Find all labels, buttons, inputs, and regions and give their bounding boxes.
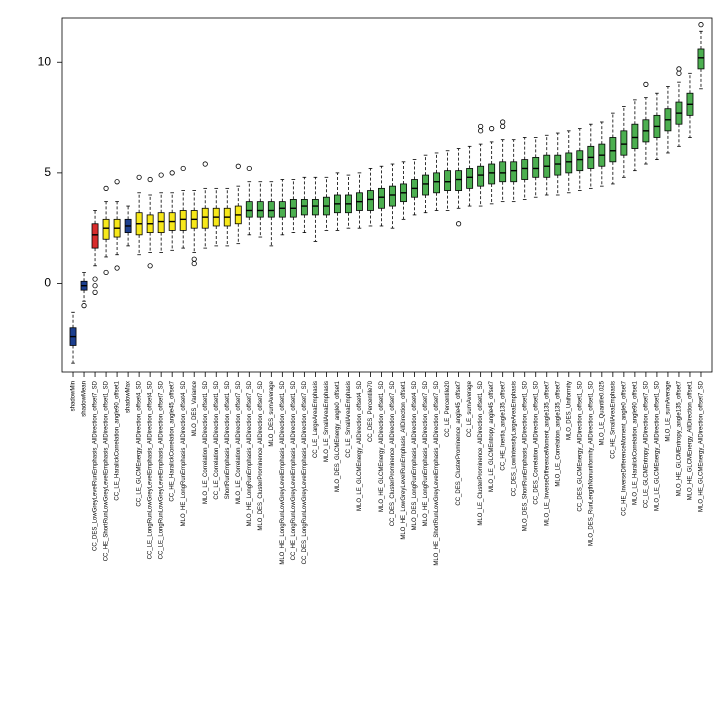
x-tick-label: MLO_DES_GLCMEnergy_angle0_offset1 — [335, 380, 341, 492]
x-tick-label: MLO_HE_GLCMEnergy_AllDirection_offset1 — [688, 380, 694, 500]
x-tick-label: CC_DES_LowIntensityLargeAreaEmphasis — [511, 381, 517, 496]
x-tick-label: MLO_HE_GLCMEntropy_angle135_offset7 — [677, 380, 683, 496]
x-tick-label: MLO_HE_LongRunEmphasis_AllDirection_offs… — [247, 380, 253, 526]
x-tick-label: CC_DES_ClusterProminence_angle45_offset7 — [456, 380, 462, 505]
x-tick-label: MLO_HE_GLCMEnergy_AllDirection_offset7_S… — [699, 380, 705, 512]
y-tick-label: 0 — [44, 276, 51, 290]
box — [478, 166, 484, 186]
x-tick-label: MLO_HE_LongRunEmphasis_AllDirection_offs… — [423, 380, 429, 526]
x-tick-label: MLO_LE_Correlation_AllDirection_offset1_… — [203, 380, 209, 504]
x-tick-label: shadowMin — [71, 381, 77, 411]
box — [621, 131, 627, 155]
box — [698, 49, 704, 69]
x-tick-label: CC_DES_GLCMEnergy_AllDirection_offset1_S… — [577, 380, 583, 511]
box — [500, 162, 506, 182]
x-tick-label: CC_LE_LargeAreaEmphasis — [313, 381, 319, 458]
x-tick-label: CC_HE_LongRunLowGreyLevelEmphasis_AllDir… — [291, 380, 297, 560]
box — [456, 171, 462, 191]
box — [511, 162, 517, 182]
x-tick-label: CC_LE_SmallAreaEmphasis — [346, 381, 352, 458]
x-tick-label: CC_HE_Inertia_angle135_offset7 — [500, 380, 506, 470]
box — [246, 202, 252, 217]
box — [279, 202, 285, 217]
x-tick-label: ShortRunEmphasis_AllDirection_offset1_SD — [225, 380, 231, 499]
x-tick-label: MLO_LE_Correlation_angle135_offset7 — [555, 380, 561, 486]
x-tick-label: CC_HE_HaralickCorrelation_angle45_offset… — [170, 380, 176, 501]
x-tick-label: CC_LE_sumAverage — [467, 380, 473, 437]
x-tick-label: CC_HE_SmallAreaEmphasis — [610, 381, 616, 459]
box — [533, 157, 539, 177]
x-tick-label: CC_DES_ClusterProminence_AllDirection_of… — [390, 380, 396, 526]
x-tick-label: MLO_HE_LongRunLowGreyLevelEmphasis_AllDi… — [280, 380, 286, 564]
x-tick-label: CC_LE_GLCMEnergy_AllDirection_offset4_SD — [137, 380, 143, 506]
box — [434, 173, 440, 193]
box — [566, 153, 572, 173]
x-tick-label: MLO_LE_GLCMEnergy_AllDirection_offset4_S… — [357, 380, 363, 511]
x-tick-label: MLO_DES_sumAverage — [269, 380, 275, 446]
x-tick-label: MLO_DES_Uniformity — [566, 381, 572, 440]
x-tick-label: MLO_LE_HaralickCorrelation_angle90_offse… — [632, 380, 638, 505]
y-tick-label: 5 — [44, 165, 51, 179]
box — [610, 137, 616, 161]
x-tick-label: MLO_LE_sumAverage — [666, 380, 672, 441]
box — [389, 186, 395, 206]
x-tick-label: MLO_HE_GLCMEnergy_AllDirection_offset1_S… — [379, 380, 385, 512]
x-tick-label: CC_HE_InverseDifferenceMoment_angle0_off… — [621, 380, 627, 516]
box — [202, 208, 208, 228]
y-tick-label: 10 — [38, 54, 52, 68]
x-tick-label: CC_HE_ShortRunLowGreyLevelEmphasis_AllDi… — [104, 380, 110, 561]
x-tick-label: shadowMax — [126, 381, 132, 413]
box — [103, 219, 109, 239]
x-tick-label: CC_LE_Percentile20 — [445, 380, 451, 437]
box — [423, 175, 429, 195]
box — [257, 202, 263, 217]
x-tick-label: MLO_HE_LowGreyLevelRunEmphasis_AllDirect… — [401, 380, 407, 539]
box — [268, 202, 274, 217]
box — [445, 171, 451, 191]
x-tick-label: MLO_HE_LongRunEmphasis_AllDirection_offs… — [181, 380, 187, 526]
x-tick-label: CC_LE_GLCMEntropy_AllDirection_offset7_S… — [643, 380, 649, 508]
x-tick-label: CC_DES_Correlation_AllDirection_offset1_… — [533, 380, 539, 504]
box — [489, 164, 495, 184]
x-tick-label: CC_DES_LongRunLowGreyLevelEmphasis_AllDi… — [302, 380, 308, 564]
x-tick-label: CC_LE_HaralickCorrelation_angle90_offset… — [115, 380, 121, 500]
box — [301, 199, 307, 214]
x-tick-label: MLO_LE_InverseDifferenceMoment_angle135_… — [544, 380, 550, 526]
x-tick-label: CC_DES_LowGreyLevelRunEmphasis_AllDirect… — [93, 380, 99, 551]
x-tick-label: MLO_LE_GLCMEnergy_AllDirection_offset1_S… — [654, 380, 660, 511]
box — [632, 124, 638, 148]
x-tick-label: MLO_LE_SmallAreaEmphasis — [324, 381, 330, 462]
x-tick-label: MLO_LE_Quantile0.025 — [599, 380, 605, 445]
x-tick-label: CC_LE_LongRunLowGreyLevelEmphasis_AllDir… — [148, 380, 154, 559]
box — [467, 168, 473, 188]
x-tick-label: MLO_DES_RunLengthNonuniformity_AllDirect… — [588, 380, 594, 546]
box — [577, 151, 583, 171]
x-tick-label: CC_LE_Correlation_AllDirection_offset1_S… — [214, 380, 220, 499]
x-tick-label: MLO_HE_ShortRunLowGreyLevelEmphasis_AllD… — [434, 380, 440, 565]
x-tick-label: shadowMean — [82, 381, 88, 417]
box — [92, 224, 98, 248]
box — [158, 213, 164, 233]
x-tick-label: MLO_LE_GLCMEntropy_angle45_offset7 — [489, 380, 495, 492]
x-tick-label: CC_LE_LongRunLowGreyLevelEmphasis_AllDir… — [159, 380, 165, 559]
x-tick-label: MLO_DES_Variance — [192, 380, 198, 436]
x-tick-label: MLO_DES_ClusterProminence_AllDirection_o… — [258, 380, 264, 530]
box — [555, 155, 561, 175]
box — [312, 199, 318, 214]
x-tick-label: CC_DES_Percentile70 — [368, 380, 374, 442]
box — [180, 210, 186, 230]
x-tick-label: MLO_LE_Correlation_AllDirection_offset7_… — [236, 380, 242, 504]
box — [367, 191, 373, 211]
x-tick-label: MLO_DES_ShortRunEmphasis_AllDirection_of… — [522, 380, 528, 531]
x-tick-label: MLO_LE_ClusterProminence_AllDirection_of… — [478, 380, 484, 525]
x-tick-label: MLO_DES_LongRunEmphasis_AllDirection_off… — [412, 380, 418, 530]
feature-boxplot: 0 5 10 shadowMin shadowMean CC_DES_LowGreyLev… — [0, 0, 722, 710]
box — [378, 188, 384, 208]
box — [522, 160, 528, 180]
